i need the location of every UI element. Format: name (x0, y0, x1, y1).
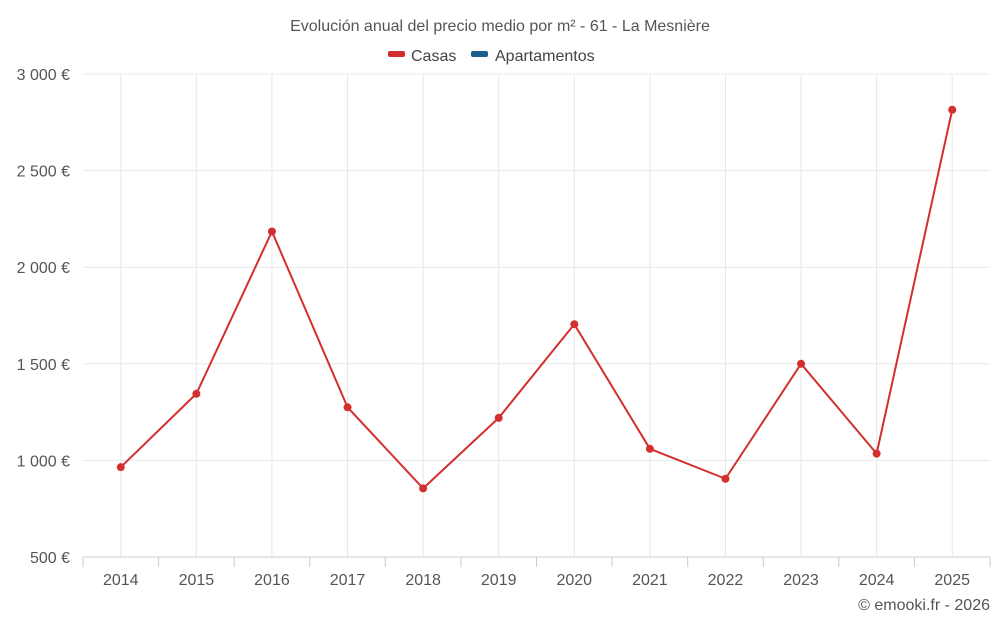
data-point-casas[interactable] (192, 389, 201, 398)
x-tick-label: 2023 (783, 572, 819, 589)
data-point-casas[interactable] (872, 449, 881, 458)
x-tick-label: 2018 (405, 572, 441, 589)
data-point-casas[interactable] (267, 227, 276, 236)
x-tick-label: 2020 (556, 572, 592, 589)
x-tick-label: 2016 (254, 572, 290, 589)
y-tick-label: 3 000 € (17, 67, 70, 84)
legend-swatch-apartamentos (471, 51, 488, 57)
data-point-casas[interactable] (645, 444, 654, 453)
data-point-casas[interactable] (797, 359, 806, 368)
data-point-casas[interactable] (570, 320, 579, 329)
y-tick-label: 1 000 € (17, 453, 70, 470)
series-line-casas (120, 109, 954, 490)
legend-label-casas: Casas (411, 48, 456, 65)
series-layer (116, 105, 957, 493)
x-tick-label: 2024 (859, 572, 895, 589)
x-tick-label: 2015 (179, 572, 215, 589)
chart-title: Evolución anual del precio medio por m² … (290, 18, 710, 35)
x-tick-label: 2014 (103, 572, 139, 589)
y-tick-label: 500 € (30, 550, 70, 567)
x-tick-label: 2019 (481, 572, 517, 589)
grid (83, 73, 990, 557)
data-point-casas[interactable] (721, 474, 730, 483)
legend-label-apartamentos: Apartamentos (495, 48, 595, 65)
x-tick-label: 2025 (934, 572, 970, 589)
data-point-casas[interactable] (343, 403, 352, 412)
legend-item-apartamentos[interactable]: Apartamentos (471, 48, 595, 65)
legend-swatch-casas (388, 51, 405, 57)
x-tick-label: 2017 (330, 572, 366, 589)
data-point-casas[interactable] (116, 463, 125, 472)
x-tick-label: 2022 (708, 572, 744, 589)
legend: Casas Apartamentos (388, 48, 595, 65)
y-tick-label: 1 500 € (17, 357, 70, 374)
legend-item-casas[interactable]: Casas (388, 48, 456, 65)
axes: 500 € 1 000 € 1 500 € 2 000 € 2 500 € 3 000 €… (17, 67, 991, 589)
y-tick-label: 2 500 € (17, 164, 70, 181)
data-point-casas[interactable] (948, 105, 957, 114)
data-point-casas[interactable] (419, 484, 428, 493)
x-tick-label: 2021 (632, 572, 668, 589)
y-tick-label: 2 000 € (17, 260, 70, 277)
credit-text: © emooki.fr - 2026 (858, 597, 990, 614)
data-point-casas[interactable] (494, 413, 503, 422)
